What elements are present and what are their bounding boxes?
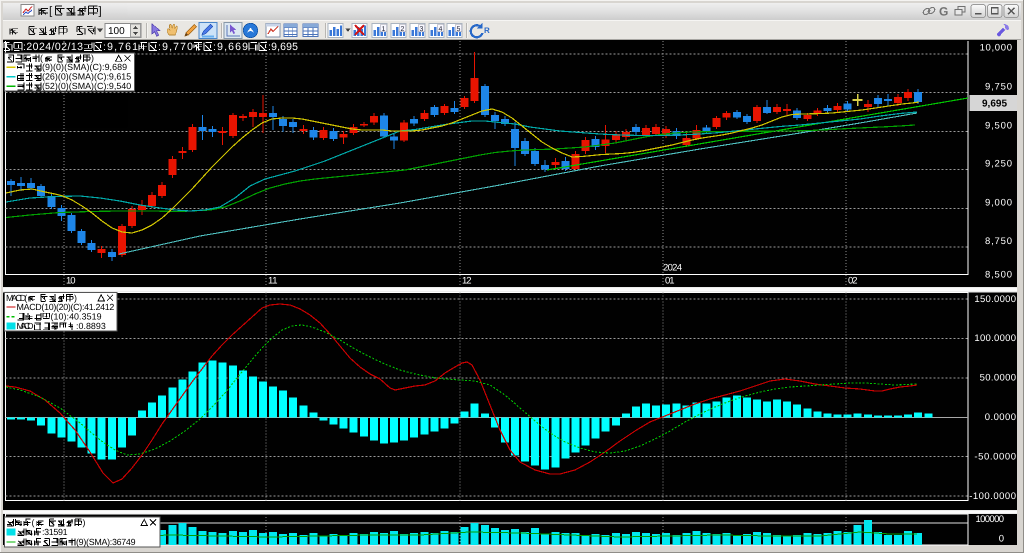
svg-text:(: ( <box>32 518 35 528</box>
svg-text::0.8893: :0.8893 <box>76 321 106 331</box>
svg-text:01: 01 <box>665 276 675 287</box>
svg-text:(26)(0)(SMA)(C):9,615: (26)(0)(SMA)(C):9,615 <box>42 72 131 82</box>
svg-text:0.0000: 0.0000 <box>985 412 1016 423</box>
svg-text:4: 4 <box>439 26 443 33</box>
svg-text:R: R <box>484 26 490 35</box>
svg-text:9,500: 9,500 <box>985 120 1012 131</box>
svg-text:-50.0000: -50.0000 <box>974 451 1016 462</box>
svg-text:8,500: 8,500 <box>985 269 1012 280</box>
svg-text:2: 2 <box>401 26 405 33</box>
svg-text::9,669: :9,669 <box>213 41 248 53</box>
svg-text::9,695: :9,695 <box>268 41 298 53</box>
svg-text::2024/02/13: :2024/02/13 <box>23 41 83 53</box>
svg-text:9,000: 9,000 <box>985 197 1012 208</box>
svg-text:0: 0 <box>999 533 1004 544</box>
svg-text:(9)(SMA):36749: (9)(SMA):36749 <box>76 537 136 547</box>
svg-text:(52)(0)(SMA)(C):9,540: (52)(0)(SMA)(C):9,540 <box>42 81 131 91</box>
svg-text:02: 02 <box>848 276 858 287</box>
svg-text:(10):40.3519: (10):40.3519 <box>51 312 102 322</box>
svg-text:5: 5 <box>457 26 461 33</box>
svg-text:): ) <box>91 53 94 63</box>
svg-text:100000: 100000 <box>976 514 1005 525</box>
svg-text:(: ( <box>40 53 43 63</box>
svg-text:11: 11 <box>268 276 278 287</box>
svg-text:MACD(10)(20)(C):41.2412: MACD(10)(20)(C):41.2412 <box>17 302 115 312</box>
svg-text:9,250: 9,250 <box>985 158 1012 169</box>
svg-text:MACD(: MACD( <box>6 293 27 303</box>
svg-text:100.0000: 100.0000 <box>974 333 1016 344</box>
svg-text:100: 100 <box>108 26 125 37</box>
svg-text:50.0000: 50.0000 <box>980 372 1016 383</box>
svg-text::9,770: :9,770 <box>158 41 193 53</box>
svg-text:2024: 2024 <box>663 263 682 274</box>
svg-text:10: 10 <box>66 276 76 287</box>
svg-text:(9)(0)(SMA)(C):9,689: (9)(0)(SMA)(C):9,689 <box>42 62 127 72</box>
svg-text::9,761: :9,761 <box>103 41 138 53</box>
svg-text::31591: :31591 <box>42 527 68 537</box>
svg-text:12: 12 <box>462 276 472 287</box>
svg-text:G: G <box>939 5 948 19</box>
svg-text:[: [ <box>49 4 53 17</box>
svg-text:150.0000: 150.0000 <box>974 294 1016 305</box>
svg-text:3: 3 <box>420 26 424 33</box>
svg-text:8,750: 8,750 <box>985 236 1012 247</box>
svg-text:]: ] <box>99 4 102 17</box>
svg-text:1: 1 <box>382 26 386 33</box>
svg-text:MACD: MACD <box>17 321 34 331</box>
svg-text:9,695: 9,695 <box>982 99 1007 110</box>
svg-text:): ) <box>74 293 77 303</box>
svg-text:): ) <box>83 518 86 528</box>
svg-text:-100.0000: -100.0000 <box>969 491 1016 502</box>
svg-text:9,750: 9,750 <box>985 81 1012 92</box>
svg-text:10,000: 10,000 <box>980 42 1012 53</box>
